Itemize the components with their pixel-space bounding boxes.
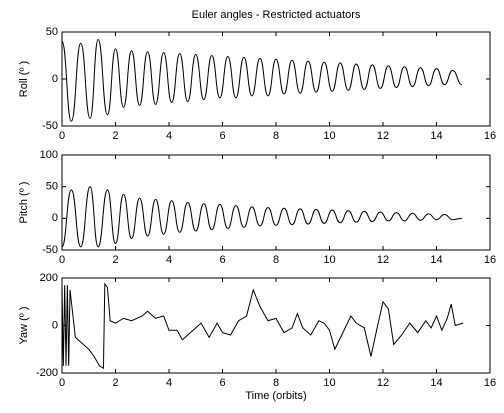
x-tick-label: 16 — [484, 254, 496, 266]
x-tick-label: 8 — [273, 377, 279, 389]
x-tick-label: 14 — [430, 130, 442, 142]
x-tick-label: 0 — [59, 254, 65, 266]
x-tick-label: 8 — [273, 130, 279, 142]
x-axis-label: Time (orbits) — [245, 390, 306, 402]
axes-frame — [61, 31, 491, 127]
x-tick-label: 8 — [273, 254, 279, 266]
y-tick-label: 50 — [46, 181, 58, 193]
x-tick-label: 2 — [112, 130, 118, 142]
y-tick-label: 100 — [40, 149, 58, 161]
axes-frame — [61, 277, 491, 374]
x-tick-label: 4 — [166, 254, 172, 266]
x-tick-label: 6 — [219, 254, 225, 266]
y-tick-label: -50 — [42, 120, 58, 132]
y-axis-label: Pitch (º ) — [18, 182, 30, 224]
x-tick-label: 14 — [430, 254, 442, 266]
x-tick-label: 16 — [484, 377, 496, 389]
data-line — [61, 282, 464, 370]
x-tick-label: 2 — [112, 377, 118, 389]
x-tick-label: 10 — [323, 254, 335, 266]
x-tick-label: 6 — [219, 377, 225, 389]
y-axis-label: Roll (º ) — [18, 61, 30, 97]
x-tick-label: 12 — [377, 130, 389, 142]
y-tick-label: 0 — [52, 212, 58, 224]
x-tick-label: 12 — [377, 377, 389, 389]
data-line — [61, 186, 462, 248]
x-tick-label: 4 — [166, 130, 172, 142]
y-tick-label: -50 — [42, 244, 58, 256]
x-tick-label: 16 — [484, 130, 496, 142]
x-tick-label: 12 — [377, 254, 389, 266]
y-tick-label: 200 — [40, 272, 58, 284]
x-tick-label: 14 — [430, 377, 442, 389]
y-tick-label: 0 — [52, 73, 58, 85]
y-tick-label: -200 — [36, 367, 58, 379]
data-line — [61, 39, 463, 122]
x-tick-label: 10 — [323, 377, 335, 389]
y-tick-label: 0 — [52, 319, 58, 331]
x-tick-label: 0 — [59, 130, 65, 142]
y-tick-label: 50 — [46, 26, 58, 38]
x-tick-label: 10 — [323, 130, 335, 142]
x-tick-label: 6 — [219, 130, 225, 142]
chart-title: Euler angles - Restricted actuators — [192, 9, 361, 21]
x-tick-label: 4 — [166, 377, 172, 389]
x-tick-label: 2 — [112, 254, 118, 266]
y-axis-label: Yaw (º ) — [18, 306, 30, 344]
x-tick-label: 0 — [59, 377, 65, 389]
